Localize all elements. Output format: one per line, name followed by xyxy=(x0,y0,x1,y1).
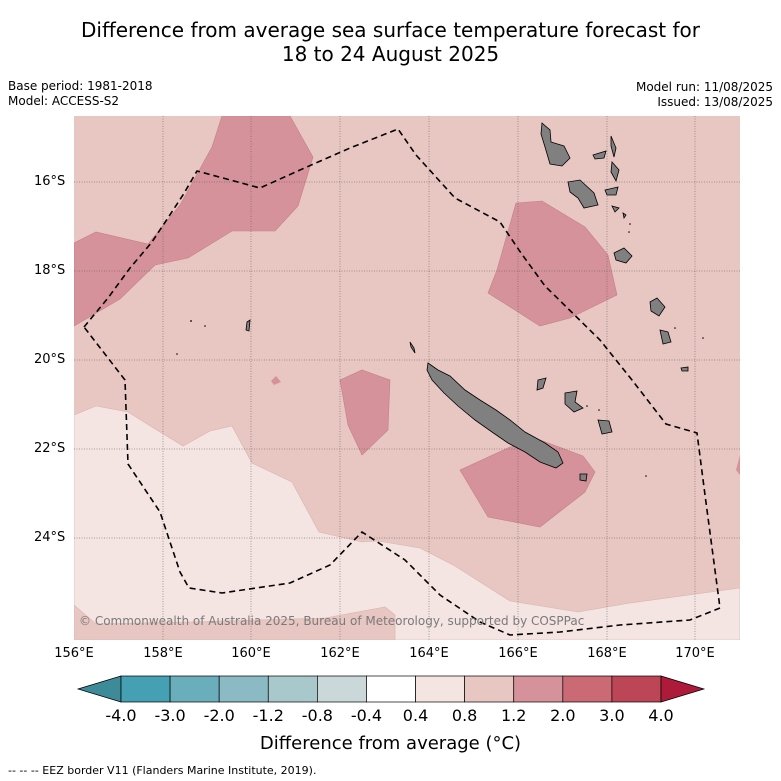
colorbar-tick-7: 0.8 xyxy=(451,706,478,725)
belep-islands xyxy=(409,341,416,354)
erromango-island xyxy=(649,297,666,317)
issued-date: Issued: 13/08/2025 xyxy=(657,95,773,109)
sst-band-1.2-2.0-central xyxy=(339,369,391,456)
model-run: Model run: 11/08/2025 xyxy=(635,80,773,94)
ambrym-island xyxy=(604,186,619,196)
lat-label-22s: 22°S xyxy=(34,441,66,456)
copyright-notice: © Commonwealth of Australia 2025, Bureau… xyxy=(79,614,585,628)
lat-label-16s: 16°S xyxy=(34,174,66,189)
colorbar-tick-4: -0.8 xyxy=(301,706,333,725)
graticule xyxy=(74,116,740,640)
sst-band-0.8-1.2-inset xyxy=(74,604,396,640)
lon-label-156e: 156°E xyxy=(54,646,94,661)
colorbar-tick-6: 0.4 xyxy=(402,706,429,725)
maewo-island xyxy=(610,135,617,158)
tanna-island xyxy=(659,329,672,345)
new-caledonia-main-island xyxy=(426,362,564,469)
colorbar-band-1 xyxy=(169,675,220,703)
colorbar-band-0 xyxy=(120,675,171,703)
colorbar-tick-9: 2.0 xyxy=(550,706,576,725)
map-title: Difference from average sea surface temp… xyxy=(0,18,781,66)
ambae-island xyxy=(592,150,607,160)
meta-right: Model run: 11/08/2025 Issued: 13/08/2025 xyxy=(636,80,773,110)
malekula-island xyxy=(567,179,599,209)
colorbar-extend-low xyxy=(76,675,122,703)
colorbar-tick-10: 3.0 xyxy=(599,706,625,725)
sst-band-0.4-0.8 xyxy=(74,405,740,640)
colorbar-tick-1: -3.0 xyxy=(154,706,186,725)
colorbar-band-4 xyxy=(317,675,367,703)
colorbar-bands xyxy=(120,675,662,703)
colorbar-tick-8: 1.2 xyxy=(500,706,527,725)
colorbar-extend-high xyxy=(660,675,706,703)
title-line-1: Difference from average sea surface temp… xyxy=(80,18,700,42)
eez-legend-footnote: -- -- -- EEZ border V11 (Flanders Marine… xyxy=(8,764,317,777)
lon-label-162e: 162°E xyxy=(320,646,360,661)
lat-label-24s: 24°S xyxy=(34,530,66,545)
lon-label-166e: 166°E xyxy=(498,646,538,661)
colorbar-band-5 xyxy=(366,675,416,703)
colorbar-band-3 xyxy=(267,675,318,703)
colorbar-label: Difference from average (°C) xyxy=(259,733,522,754)
meta-left: Base period: 1981-2018 Model: ACCESS-S2 xyxy=(8,79,153,109)
eez-border xyxy=(83,128,721,636)
epi-island xyxy=(611,205,620,213)
aneityum-island xyxy=(680,366,689,372)
colorbar-tick-0: -4.0 xyxy=(105,706,137,725)
lon-label-170e: 170°E xyxy=(675,646,715,661)
colorbar-band-9 xyxy=(562,675,613,703)
lon-label-164e: 164°E xyxy=(409,646,449,661)
colorbar xyxy=(76,675,706,703)
lifou-island xyxy=(564,390,584,413)
sst-band-1.2-2.0-small xyxy=(271,376,281,385)
colorbar-tick-2: -2.0 xyxy=(203,706,235,725)
title-line-2: 18 to 24 August 2025 xyxy=(281,42,500,66)
colorbar-band-2 xyxy=(218,675,269,703)
map-area xyxy=(74,116,740,640)
colorbar-tick-5: -0.4 xyxy=(350,706,383,725)
colorbar-band-8 xyxy=(513,675,564,703)
colorbar-band-7 xyxy=(464,675,515,703)
land-masses xyxy=(245,122,689,482)
shepherd-islands xyxy=(622,212,627,220)
lon-label-160e: 160°E xyxy=(231,646,271,661)
lat-label-20s: 20°S xyxy=(34,352,66,367)
sst-band-1.2-2.0-far-east xyxy=(736,455,740,475)
espiritu-santo-island xyxy=(540,122,571,167)
pentecost-island xyxy=(610,161,620,183)
isle-of-pines xyxy=(579,473,588,482)
colorbar-tick-11: 4.0 xyxy=(648,706,674,725)
colorbar-tick-3: -1.2 xyxy=(252,706,284,725)
lon-label-158e: 158°E xyxy=(143,646,183,661)
ouvea-island xyxy=(536,377,547,391)
chesterfield-islet xyxy=(245,319,251,332)
sst-band-1.2-2.0-east xyxy=(487,200,618,327)
lon-label-168e: 168°E xyxy=(587,646,627,661)
small-islets xyxy=(176,223,704,477)
base-period: Base period: 1981-2018 xyxy=(8,79,153,93)
model-name: Model: ACCESS-S2 xyxy=(8,94,120,108)
colorbar-band-10 xyxy=(611,675,662,703)
mare-island xyxy=(597,419,613,435)
lat-label-18s: 18°S xyxy=(34,263,66,278)
efate-island xyxy=(613,247,633,264)
colorbar-band-6 xyxy=(415,675,465,703)
